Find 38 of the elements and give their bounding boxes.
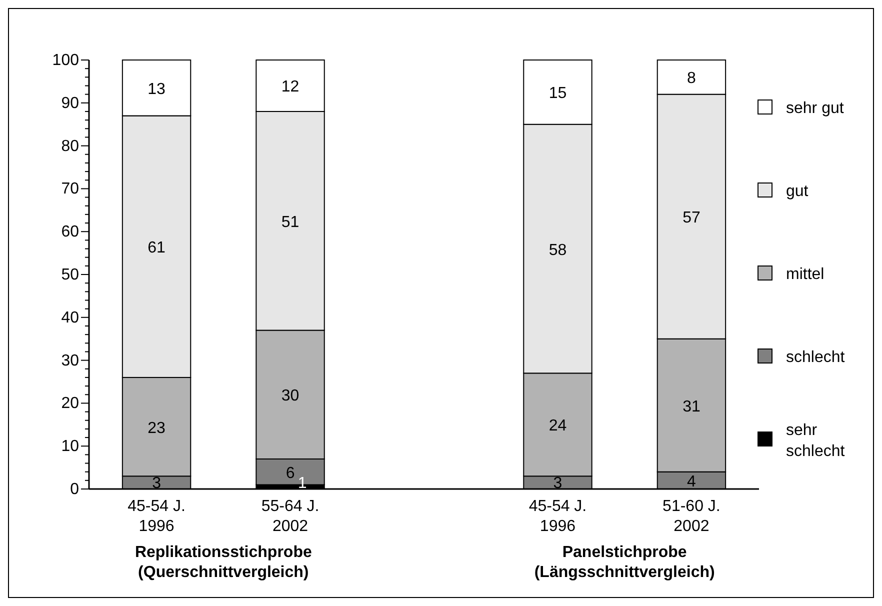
data-label: 12: [281, 78, 300, 96]
y-tick-label: 40: [61, 309, 80, 326]
y-tick-label: 50: [61, 266, 80, 284]
legend-label: schlecht: [786, 349, 846, 366]
y-tick-label: 20: [61, 395, 80, 412]
legend-label: gut: [786, 183, 809, 200]
data-label: 15: [548, 85, 567, 102]
legend-label: sehr schlecht: [786, 422, 846, 460]
data-label: 31: [682, 398, 700, 416]
y-tick-label: 90: [61, 94, 80, 112]
y-tick-label: 60: [61, 224, 80, 241]
data-label: 8: [687, 70, 696, 88]
data-label: 24: [548, 418, 567, 435]
data-label: 58: [548, 242, 567, 259]
legend-label: mittel: [786, 266, 824, 283]
data-label: 6: [286, 464, 295, 482]
data-label: 61: [148, 240, 166, 257]
data-label: 30: [281, 388, 300, 405]
data-label: 57: [682, 210, 700, 227]
data-label: 4: [687, 473, 696, 490]
y-tick-label: 30: [61, 352, 80, 370]
data-label: 13: [148, 80, 166, 98]
y-tick-label: 70: [61, 180, 80, 198]
y-tick-label: 100: [52, 52, 80, 69]
y-tick-label: 80: [61, 138, 80, 155]
data-label: 3: [553, 475, 562, 492]
x-tick-label: 55-64 J. 2002: [261, 498, 320, 535]
text: Panelstichprobe (Längsschnittvergleich): [534, 544, 715, 581]
x-tick-label: 51-60 J. 2002: [662, 498, 720, 535]
x-tick-label: 45-54 J. 1996: [128, 498, 186, 535]
x-tick-label: 45-54 J. 1996: [528, 498, 587, 535]
text: Replikationsstichprobe (Querschnittvergleich): [134, 544, 312, 581]
data-label: 23: [148, 420, 166, 437]
legend-label: sehr gut: [786, 100, 844, 117]
data-label: 3: [152, 475, 162, 492]
y-tick-label: 0: [70, 481, 80, 498]
data-label: 51: [281, 214, 300, 231]
y-tick-label: 10: [61, 438, 80, 456]
